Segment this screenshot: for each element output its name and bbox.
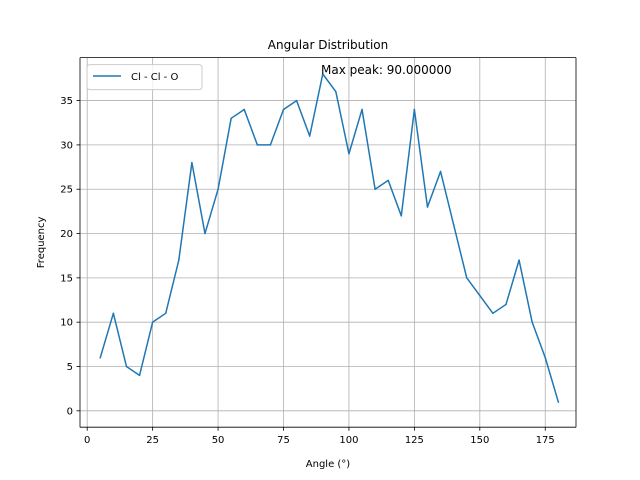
data-point	[112, 312, 115, 315]
plot-area	[80, 57, 576, 428]
legend-entry-label: Cl - Cl - O	[131, 72, 178, 83]
x-axis-label: Angle (°)	[306, 459, 351, 470]
data-point	[269, 144, 272, 146]
data-point	[413, 108, 416, 111]
data-point	[256, 144, 259, 146]
data-point	[125, 365, 128, 368]
data-point	[505, 303, 507, 306]
data-point	[99, 356, 102, 359]
data-point	[531, 321, 533, 323]
series-line	[99, 73, 560, 403]
data-point	[217, 188, 219, 190]
data-point	[518, 259, 520, 261]
y-axis-label: Frequency	[36, 216, 47, 268]
data-point	[452, 223, 455, 226]
legend: Cl - Cl - O	[86, 64, 203, 91]
x-axis-ticks: 0 25 50 75 100 125 150 175	[84, 427, 555, 446]
y-tick-label: 0	[67, 406, 73, 417]
data-point	[151, 321, 154, 323]
y-tick-label: 25	[60, 185, 73, 196]
data-point	[479, 294, 481, 297]
y-tick-label: 5	[67, 362, 73, 373]
x-tick-label: 150	[470, 435, 489, 446]
data-point	[138, 374, 141, 377]
legend-box	[86, 64, 203, 91]
data-point	[387, 179, 389, 182]
x-tick-label: 175	[536, 435, 555, 446]
data-point	[400, 215, 403, 217]
data-point	[361, 108, 363, 111]
x-tick-label: 0	[84, 435, 90, 446]
y-tick-label: 15	[60, 273, 73, 284]
data-point	[492, 312, 494, 315]
y-tick-label: 20	[60, 229, 73, 240]
data-point	[335, 90, 337, 93]
y-tick-label: 35	[60, 96, 73, 107]
x-tick-label: 125	[405, 435, 424, 446]
max-peak-annotation: Max peak: 90.000000	[321, 63, 452, 77]
data-point	[465, 277, 468, 279]
grid-lines	[80, 57, 576, 428]
data-point	[557, 401, 560, 403]
data-point	[348, 153, 350, 155]
x-tick-label: 25	[146, 435, 159, 446]
x-tick-label: 50	[212, 435, 225, 446]
y-tick-label: 30	[60, 140, 73, 151]
data-point	[243, 108, 245, 111]
data-point	[230, 117, 232, 120]
data-point	[178, 259, 180, 261]
data-point	[164, 312, 167, 315]
y-tick-label: 10	[60, 318, 73, 329]
data-point	[544, 356, 546, 359]
y-axis-ticks: 0 5 10 15 20 25 30 35	[60, 96, 80, 417]
x-tick-label: 100	[339, 435, 358, 446]
data-point	[374, 188, 376, 190]
data-point	[295, 99, 298, 102]
series-layer	[99, 73, 560, 403]
axes-frame	[79, 57, 577, 428]
data-point	[191, 161, 193, 164]
data-point	[322, 73, 324, 75]
data-point	[439, 170, 442, 173]
data-point	[426, 206, 429, 208]
data-point	[282, 108, 285, 111]
chart-title: Angular Distribution	[268, 38, 388, 52]
data-point	[204, 232, 206, 235]
data-point	[308, 135, 311, 137]
x-tick-label: 75	[277, 435, 290, 446]
